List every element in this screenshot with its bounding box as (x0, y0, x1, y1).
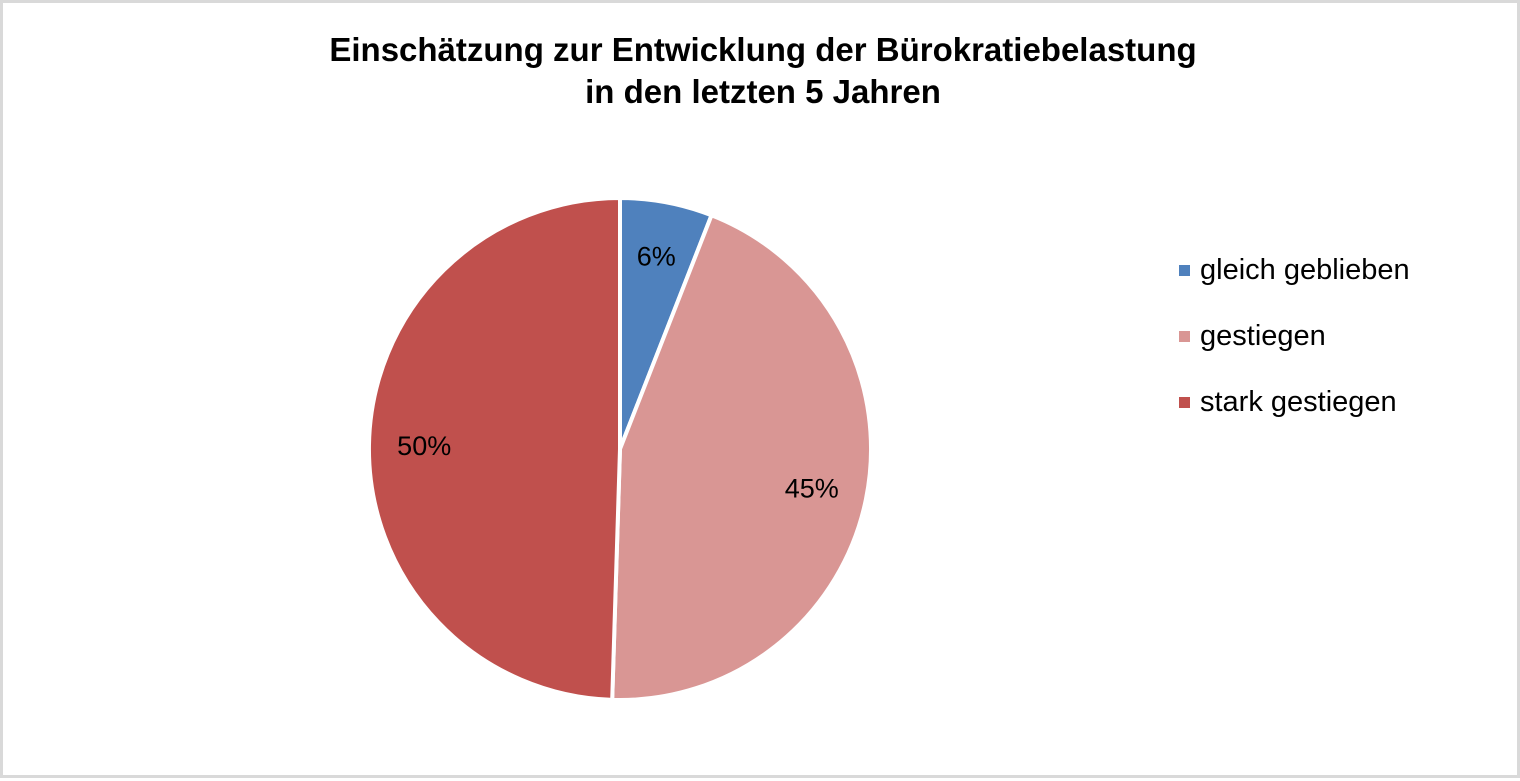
legend-swatch (1179, 396, 1190, 408)
legend-label: stark gestiegen (1200, 385, 1397, 418)
chart-title-line-2: in den letzten 5 Jahren (585, 73, 941, 110)
pie-slice-gestiegen (610, 213, 874, 702)
legend-item-stark-gestiegen: stark gestiegen (1179, 380, 1410, 424)
legend-label: gestiegen (1200, 319, 1326, 352)
legend: gleich geblieben gestiegen stark gestieg… (1179, 248, 1410, 446)
legend-swatch (1179, 330, 1190, 342)
legend-item-gleich-geblieben: gleich geblieben (1179, 248, 1410, 292)
chart-title-line-1: Einschätzung zur Entwicklung der Bürokra… (329, 31, 1197, 68)
pie-chart: 6% 45% 50% (366, 196, 874, 702)
data-label-gleich-geblieben: 6% (637, 242, 676, 272)
pie-slice-stark-gestiegen (366, 196, 622, 702)
data-label-stark-gestiegen: 50% (397, 431, 451, 461)
legend-item-gestiegen: gestiegen (1179, 314, 1410, 358)
legend-label: gleich geblieben (1200, 253, 1410, 286)
data-label-gestiegen: 45% (785, 473, 839, 503)
chart-title: Einschätzung zur Entwicklung der Bürokra… (3, 29, 1520, 113)
legend-swatch (1179, 264, 1190, 276)
